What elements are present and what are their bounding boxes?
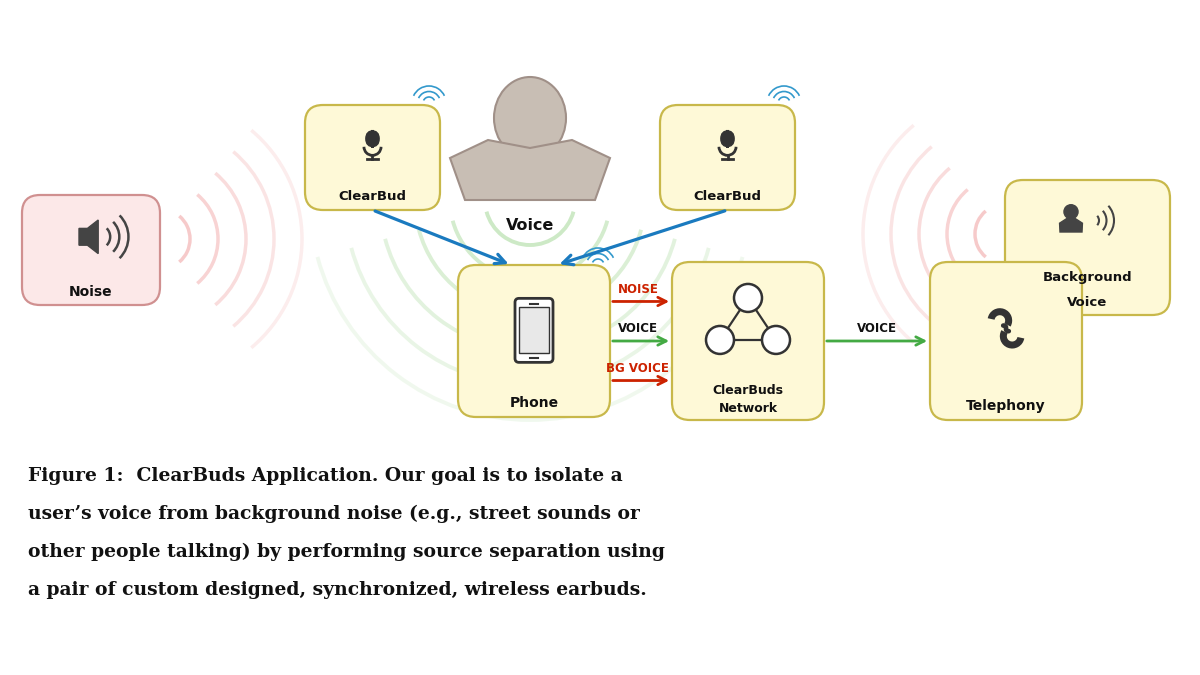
FancyBboxPatch shape [672,262,824,420]
Circle shape [706,326,734,354]
Polygon shape [79,220,98,254]
Text: Phone: Phone [510,396,558,410]
Text: ClearBuds: ClearBuds [713,383,784,396]
Text: Noise: Noise [70,285,113,299]
FancyBboxPatch shape [660,105,794,210]
FancyBboxPatch shape [721,131,734,146]
FancyBboxPatch shape [366,131,379,146]
FancyBboxPatch shape [518,307,550,353]
Text: user’s voice from background noise (e.g., street sounds or: user’s voice from background noise (e.g.… [28,505,640,523]
FancyBboxPatch shape [458,265,610,417]
Text: BG VOICE: BG VOICE [606,362,670,375]
Text: a pair of custom designed, synchronized, wireless earbuds.: a pair of custom designed, synchronized,… [28,581,647,599]
Circle shape [734,284,762,312]
Text: Voice: Voice [506,217,554,232]
Text: NOISE: NOISE [618,283,659,296]
Circle shape [1064,205,1078,219]
Text: Telephony: Telephony [966,399,1046,413]
FancyBboxPatch shape [1006,180,1170,315]
Text: Background: Background [1043,271,1133,284]
Polygon shape [450,140,610,200]
Polygon shape [1060,218,1082,232]
FancyBboxPatch shape [305,105,440,210]
Circle shape [762,326,790,354]
Text: Voice: Voice [1067,296,1108,308]
Ellipse shape [494,77,566,159]
FancyBboxPatch shape [22,195,160,305]
FancyBboxPatch shape [930,262,1082,420]
Text: ClearBud: ClearBud [694,190,762,203]
Text: VOICE: VOICE [857,323,898,335]
Text: Network: Network [719,402,778,414]
Text: other people talking) by performing source separation using: other people talking) by performing sour… [28,543,665,561]
Text: Figure 1:  ClearBuds Application. Our goal is to isolate a: Figure 1: ClearBuds Application. Our goa… [28,467,623,485]
Text: VOICE: VOICE [618,323,658,335]
FancyBboxPatch shape [515,298,553,362]
Text: ClearBud: ClearBud [338,190,407,203]
